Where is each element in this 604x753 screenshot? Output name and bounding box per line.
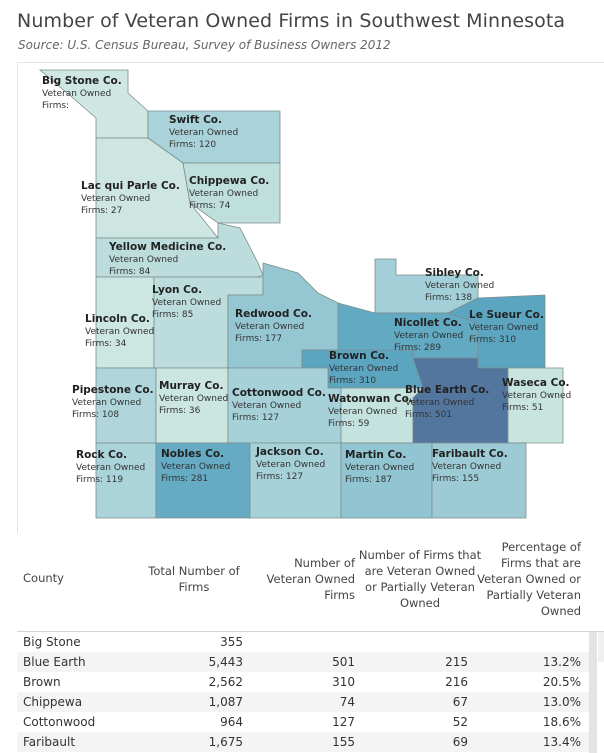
county-pipestone[interactable] — [95, 367, 157, 444]
cell-veteran: 501 — [332, 655, 355, 669]
county-big-stone[interactable] — [38, 69, 149, 139]
cell-pct: 13.4% — [542, 735, 581, 749]
data-table: County Total Number of Firms Number of V… — [17, 533, 604, 753]
cell-pct: 20.5% — [542, 675, 581, 689]
header-total-firms[interactable]: Total Number of Firms — [148, 564, 240, 594]
cell-total: 2,562 — [208, 675, 243, 689]
cell-county: Blue Earth — [23, 655, 86, 669]
county-rock[interactable] — [95, 442, 157, 519]
cell-county: Faribault — [23, 735, 76, 749]
cell-pct: 18.6% — [542, 715, 581, 729]
cell-pct: 13.2% — [542, 655, 581, 669]
page-subtitle: Source: U.S. Census Bureau, Survey of Bu… — [18, 38, 391, 52]
table-row[interactable]: Cottonwood 964 127 52 18.6% — [17, 712, 589, 732]
county-watonwan[interactable] — [340, 387, 424, 444]
county-blue-earth[interactable] — [412, 357, 509, 444]
cell-veteran: 310 — [332, 675, 355, 689]
header-percentage[interactable]: Percentage of Firms that are Veteran Own… — [477, 540, 581, 618]
county-chippewa[interactable] — [182, 162, 281, 224]
cell-county: Chippewa — [23, 695, 83, 709]
county-faribault[interactable] — [431, 442, 527, 519]
table-row[interactable]: Brown 2,562 310 216 20.5% — [17, 672, 589, 692]
county-sibley[interactable] — [374, 258, 479, 314]
page-title: Number of Veteran Owned Firms in Southwe… — [17, 10, 566, 32]
cell-total: 355 — [220, 635, 243, 649]
county-nobles[interactable] — [155, 442, 251, 519]
county-map-svg — [38, 69, 564, 519]
cell-county: Big Stone — [23, 635, 81, 649]
table-scrollbar[interactable] — [589, 632, 597, 753]
county-map: Big Stone Co. Veteran Owned Firms: Swift C… — [17, 62, 604, 533]
table-scrollbar-track[interactable] — [598, 632, 604, 662]
header-county[interactable]: County — [23, 571, 64, 585]
cell-partial: 216 — [445, 675, 468, 689]
cell-partial: 52 — [452, 715, 468, 729]
table-row[interactable]: Big Stone 355 — [17, 632, 589, 652]
cell-county: Cottonwood — [23, 715, 96, 729]
header-veteran-firms[interactable]: Number of Veteran Owned Firms — [266, 556, 355, 602]
cell-total: 1,675 — [208, 735, 243, 749]
cell-total: 1,087 — [208, 695, 243, 709]
county-cottonwood[interactable] — [227, 367, 342, 444]
cell-partial: 215 — [445, 655, 468, 669]
cell-veteran: 155 — [332, 735, 355, 749]
table-header: County Total Number of Firms Number of V… — [17, 533, 604, 632]
county-waseca[interactable] — [507, 367, 564, 444]
county-jackson[interactable] — [249, 442, 342, 519]
table-row[interactable]: Faribault 1,675 155 69 13.4% — [17, 732, 589, 752]
county-murray[interactable] — [155, 367, 229, 444]
cell-county: Brown — [23, 675, 61, 689]
county-lincoln[interactable] — [95, 276, 155, 369]
cell-veteran: 74 — [339, 695, 355, 709]
county-martin[interactable] — [340, 442, 433, 519]
cell-veteran: 127 — [332, 715, 355, 729]
header-partial-firms[interactable]: Number of Firms that are Veteran Owned o… — [358, 548, 482, 610]
cell-partial: 69 — [452, 735, 468, 749]
table-row[interactable]: Chippewa 1,087 74 67 13.0% — [17, 692, 589, 712]
table-row[interactable]: Blue Earth 5,443 501 215 13.2% — [17, 652, 589, 672]
cell-pct: 13.0% — [542, 695, 581, 709]
cell-partial: 67 — [452, 695, 468, 709]
table-body: Big Stone 355 Blue Earth 5,443 501 215 13.2% Br… — [17, 632, 589, 752]
cell-total: 5,443 — [208, 655, 243, 669]
cell-total: 964 — [220, 715, 243, 729]
